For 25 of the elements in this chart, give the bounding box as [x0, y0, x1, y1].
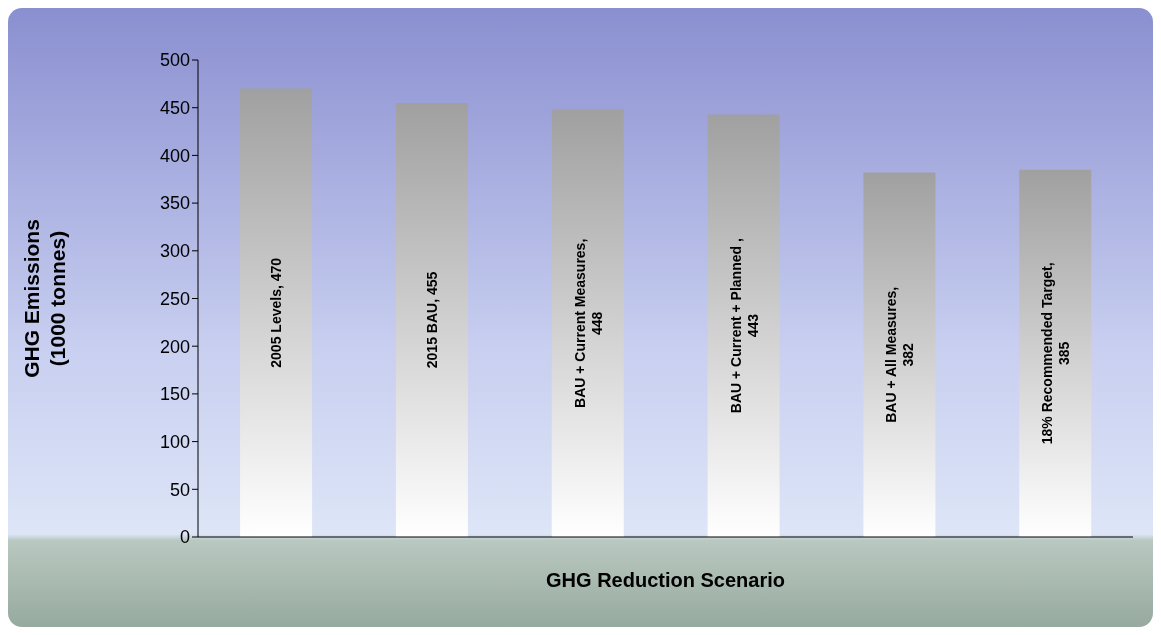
- y-tick-label: 200: [159, 336, 190, 357]
- y-axis-title: GHG Emissions (1000 tonnes): [20, 219, 69, 378]
- y-tick-label: 50: [169, 479, 190, 500]
- data-label: BAU + Current Measures, 448: [571, 238, 605, 408]
- x-axis-title: GHG Reduction Scenario: [546, 569, 785, 591]
- bar: [240, 88, 313, 537]
- y-tick-label: 250: [159, 288, 190, 309]
- data-label: 2005 Levels, 470: [268, 257, 285, 368]
- bar: [1019, 169, 1092, 537]
- bar: [863, 172, 936, 537]
- y-tick-label: 450: [159, 98, 190, 119]
- y-tick-label: 350: [159, 193, 190, 214]
- data-label: 18% Recommended Target, 385: [1039, 262, 1073, 445]
- bar: [551, 109, 624, 537]
- bar: [707, 114, 780, 537]
- y-tick-label: 100: [159, 431, 190, 452]
- data-label: BAU + All Measures, 382: [883, 286, 917, 423]
- data-label: 2015 BAU, 455: [423, 271, 440, 369]
- y-tick-label: 300: [159, 241, 190, 262]
- data-label: BAU + Current + Planned , 443: [727, 238, 761, 414]
- y-tick-label: 0: [179, 527, 190, 548]
- bar: [395, 102, 468, 537]
- y-tick-label: 150: [159, 384, 190, 405]
- y-tick-label: 500: [159, 50, 190, 71]
- y-tick-label: 400: [159, 145, 190, 166]
